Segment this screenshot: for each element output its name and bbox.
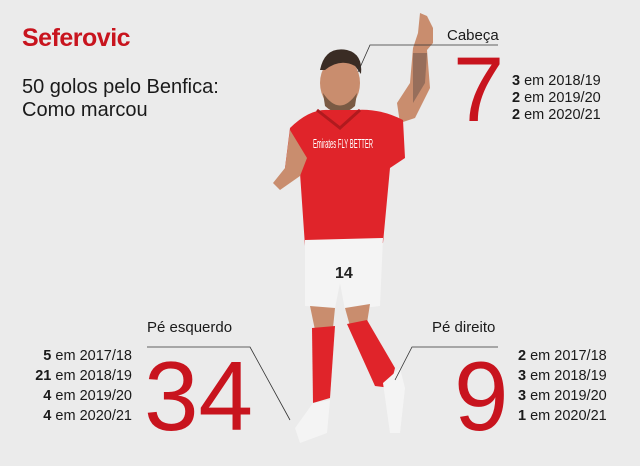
shirt-sponsor: Emirates FLY BETTER: [313, 136, 373, 151]
page-title: Seferovic: [22, 24, 131, 52]
season-row: 3 em 2018/19: [518, 368, 607, 384]
season-row: 21 em 2018/19: [35, 368, 132, 384]
pe-esquerdo-total: 34: [144, 341, 254, 451]
pe-direito-stats: 2 em 2017/18 3 em 2018/19 3 em 2019/20 1…: [518, 346, 607, 426]
season-row: 1 em 2020/21: [518, 408, 607, 424]
cabeca-label: Cabeça: [447, 27, 499, 44]
cabeca-callout-line: [357, 44, 498, 73]
player-photo: Emirates FLY BETTER 14: [273, 13, 433, 443]
season-row: 3 em 2018/19: [512, 73, 601, 89]
subtitle-line-1: 50 golos pelo Benfica:: [22, 76, 219, 98]
pe-esquerdo-stats: 5 em 2017/18 21 em 2018/19 4 em 2019/20 …: [35, 346, 132, 426]
season-row: 5 em 2017/18: [43, 348, 132, 364]
pe-esquerdo-callout-line: [147, 346, 291, 421]
pe-direito-label: Pé direito: [432, 319, 496, 336]
pe-esquerdo-label: Pé esquerdo: [147, 319, 233, 336]
subtitle-line-2: Como marcou: [22, 99, 148, 121]
shorts-number: 14: [335, 265, 353, 282]
cabeca-total: 7: [453, 39, 505, 141]
cabeca-stats: 3 em 2018/19 2 em 2019/20 2 em 2020/21: [512, 73, 601, 124]
season-row: 2 em 2017/18: [518, 348, 607, 364]
subtitle: 50 golos pelo Benfica: Como marcou: [22, 76, 219, 122]
pe-direito-total: 9: [454, 341, 509, 451]
season-row: 4 em 2020/21: [43, 408, 132, 424]
pe-direito-callout-line: [394, 346, 498, 381]
season-row: 3 em 2019/20: [518, 388, 607, 404]
season-row: 4 em 2019/20: [43, 388, 132, 404]
season-row: 2 em 2020/21: [512, 107, 601, 123]
season-row: 2 em 2019/20: [512, 90, 601, 106]
